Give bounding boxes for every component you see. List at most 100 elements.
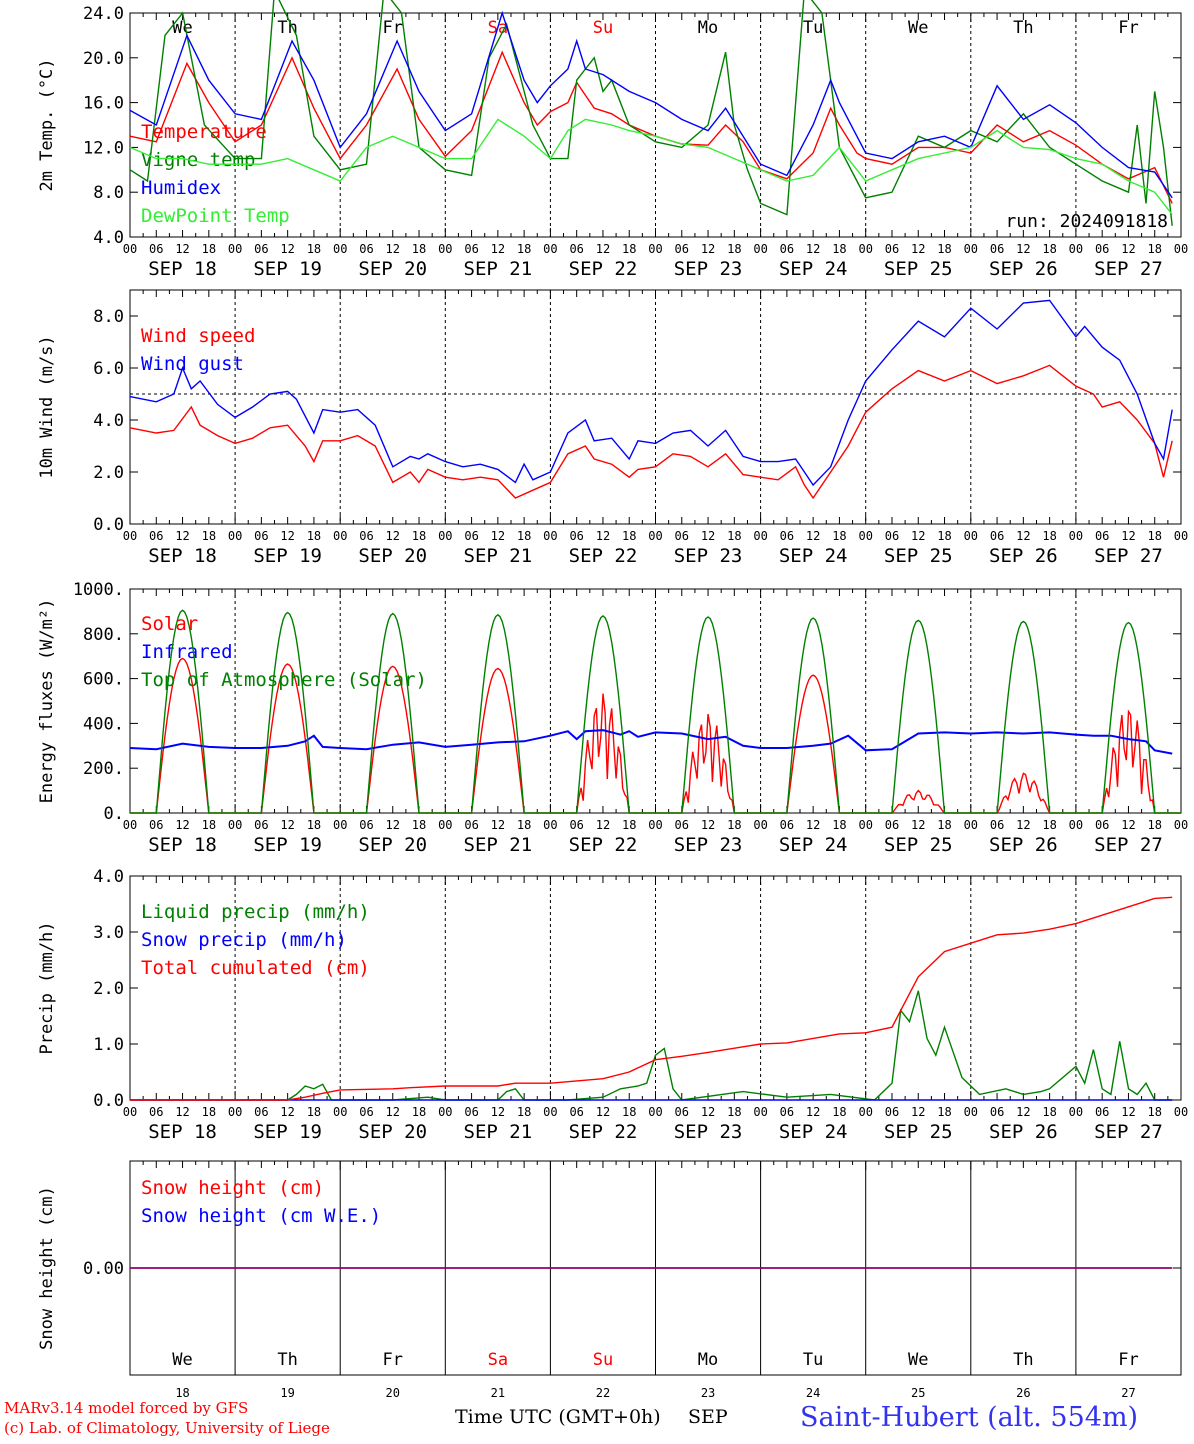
legend-entry: Snow height (cm W.E.) (141, 1205, 381, 1227)
hour-tick-label: 18 (202, 1105, 216, 1119)
panel-5: We Th Fr Sa Su Mo Tu We Th Fr 0.00 Snow height (cm)… (37, 1160, 1182, 1376)
hour-tick-label: 12 (596, 242, 610, 256)
hour-tick-label: 12 (491, 242, 505, 256)
hour-tick-label: 06 (990, 1105, 1004, 1119)
hour-tick-label: 12 (280, 818, 294, 832)
hour-tick-label: 06 (780, 1105, 794, 1119)
hour-tick-label: 12 (911, 242, 925, 256)
hour-tick-label: 00 (1069, 818, 1083, 832)
date-tick-label: SEP 25 (884, 834, 953, 856)
date-tick-label: SEP 23 (674, 1121, 743, 1143)
date-tick-label: SEP 24 (779, 834, 848, 856)
series-line (129, 10, 1173, 199)
hour-tick-label: 12 (1016, 242, 1030, 256)
y-tick-label: 1.0 (93, 1035, 124, 1055)
hour-tick-label: 18 (412, 1105, 426, 1119)
hour-tick-label: 00 (648, 818, 662, 832)
hour-tick-label: 00 (543, 529, 557, 543)
hour-tick-label: 00 (1069, 242, 1083, 256)
hour-tick-label: 18 (727, 818, 741, 832)
panel-4: 00 06 12 18 00 06 12 18 00 06 12 18 00 06 12 18 00 06 12 18… (37, 867, 1188, 1143)
hour-tick-label: 06 (569, 242, 583, 256)
series-line (130, 990, 1173, 1101)
hour-tick-label: 12 (701, 242, 715, 256)
y-tick-label: 4.0 (93, 867, 124, 887)
hour-tick-label: 00 (858, 242, 872, 256)
day-name-label: Fr (383, 1350, 403, 1370)
y-tick-label: 16.0 (83, 94, 124, 114)
y-tick-label: 1000. (73, 580, 124, 600)
hour-tick-label: 18 (832, 818, 846, 832)
legend-entry: DewPoint Temp (141, 205, 290, 227)
date-tick-label: SEP 22 (569, 545, 638, 567)
date-tick-label: SEP 18 (148, 258, 217, 280)
hour-tick-label: 00 (123, 818, 137, 832)
hour-tick-label: 18 (307, 242, 321, 256)
day-name-label: We (908, 18, 928, 38)
hour-tick-label: 00 (123, 1105, 137, 1119)
hour-tick-label: 06 (464, 529, 478, 543)
hour-tick-label: 06 (149, 529, 163, 543)
day-name-label: Sa (488, 1350, 508, 1370)
date-tick-label: SEP 25 (884, 545, 953, 567)
hour-tick-label: 18 (307, 1105, 321, 1119)
hour-tick-label: 12 (911, 1105, 925, 1119)
hour-tick-label: 12 (806, 242, 820, 256)
hour-tick-label: 12 (1121, 242, 1135, 256)
hour-tick-label: 18 (832, 1105, 846, 1119)
y-tick-label: 400. (83, 714, 124, 734)
y-tick-label: 8.0 (93, 183, 124, 203)
y-tick-label: 4.0 (93, 228, 124, 248)
lab-credit: (c) Lab. of Climatology, University of L… (4, 1419, 330, 1437)
hour-tick-label: 12 (806, 818, 820, 832)
y-tick-label: 3.0 (93, 923, 124, 943)
date-tick-label: SEP 20 (358, 545, 427, 567)
hour-tick-label: 18 (307, 818, 321, 832)
legend-entry: Vigne temp (141, 149, 255, 171)
date-tick-label: SEP 22 (569, 834, 638, 856)
hour-tick-label: 12 (175, 529, 189, 543)
day-name-label: Th (1013, 18, 1033, 38)
date-tick-label: SEP 19 (253, 1121, 322, 1143)
hour-tick-label: 12 (386, 1105, 400, 1119)
y-axis-label: 2m Temp. (°C) (37, 58, 57, 191)
day-number-label: 26 (1016, 1386, 1030, 1400)
hour-tick-label: 00 (1069, 1105, 1083, 1119)
day-name-label: Tu (803, 18, 823, 38)
hour-tick-label: 12 (596, 818, 610, 832)
plot-frame (129, 12, 1182, 238)
day-name-label: Su (593, 18, 613, 38)
hour-tick-label: 06 (149, 818, 163, 832)
hour-tick-label: 06 (990, 818, 1004, 832)
date-tick-label: SEP 18 (148, 834, 217, 856)
hour-tick-label: 12 (175, 818, 189, 832)
hour-tick-label: 12 (1121, 1105, 1135, 1119)
legend-entry: Snow height (cm) (141, 1177, 324, 1199)
date-tick-label: SEP 21 (464, 834, 533, 856)
hour-tick-label: 00 (333, 242, 347, 256)
day-name-label: We (908, 1350, 928, 1370)
day-number-label: 18 (175, 1386, 189, 1400)
legend-entry: Humidex (141, 177, 221, 199)
day-number-label: 22 (596, 1386, 610, 1400)
hour-tick-label: 18 (307, 529, 321, 543)
hour-tick-label: 18 (622, 1105, 636, 1119)
y-tick-label: 0.0 (93, 1091, 124, 1111)
y-tick-label: 8.0 (93, 307, 124, 327)
date-tick-label: SEP 23 (674, 258, 743, 280)
y-tick-label: 24.0 (83, 4, 124, 24)
day-number-label: 25 (911, 1386, 925, 1400)
series-line (129, 118, 1173, 216)
day-name-label: Su (593, 1350, 613, 1370)
y-tick-label: 2.0 (93, 979, 124, 999)
y-tick-label: 2.0 (93, 463, 124, 483)
hour-tick-label: 06 (675, 1105, 689, 1119)
hour-tick-label: 18 (937, 1105, 951, 1119)
hour-tick-label: 12 (596, 529, 610, 543)
date-tick-label: SEP 23 (674, 834, 743, 856)
hour-tick-label: 12 (911, 818, 925, 832)
hour-tick-label: 00 (753, 242, 767, 256)
hour-tick-label: 06 (254, 1105, 268, 1119)
date-tick-label: SEP 27 (1094, 258, 1163, 280)
date-tick-label: SEP 22 (569, 1121, 638, 1143)
